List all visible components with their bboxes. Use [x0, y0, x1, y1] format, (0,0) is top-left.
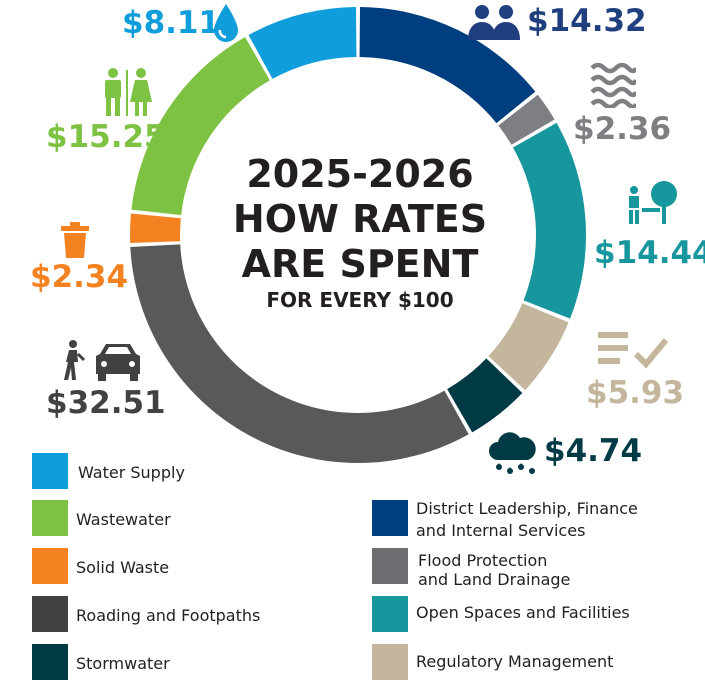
water-drop-icon — [214, 4, 238, 42]
donut-slice-regulatory-management — [488, 303, 569, 391]
legend-swatch — [32, 453, 68, 489]
donut-slice-flood-protection-and-land-drainage — [498, 94, 555, 145]
legend-swatch — [32, 596, 68, 632]
value-label-stormwater: $4.74 — [544, 433, 643, 469]
value-label-open-spaces: $14.44 — [594, 235, 705, 271]
legend-label: Regulatory Management — [416, 652, 614, 671]
value-label-regulatory: $5.93 — [586, 375, 685, 411]
donut-slice-open-spaces-and-facilities — [512, 122, 587, 319]
legend-label: Flood Protection — [418, 551, 548, 570]
legend-item-open-spaces: Open Spaces and Facilities — [372, 596, 702, 632]
bin-icon — [61, 222, 89, 258]
donut-slice-district-leadership-finance-and-internal-services — [359, 7, 536, 124]
legend-swatch — [372, 596, 408, 632]
legend-item-district-leadership: District Leadership, Finance and Interna… — [372, 499, 702, 540]
legend-swatch — [372, 548, 408, 584]
legend-item-stormwater: Stormwater — [32, 644, 292, 680]
donut-slice-roading-and-footpaths — [130, 244, 469, 463]
value-label-wastewater: $15.25 — [46, 119, 166, 155]
legend-item-wastewater: Wastewater — [32, 500, 292, 536]
legend-item-solid-waste: Solid Waste — [32, 548, 292, 584]
legend-swatch — [32, 548, 68, 584]
legend-label: Solid Waste — [76, 558, 170, 577]
park-icon — [629, 181, 677, 224]
title-line-year: 2025-2026 — [246, 152, 474, 196]
legend-item-flood-protection: Flood Protection and Land Drainage — [372, 548, 702, 589]
checklist-icon — [598, 332, 669, 369]
rain-cloud-icon — [489, 432, 536, 474]
legend-label: Water Supply — [78, 463, 185, 482]
legend-swatch — [372, 644, 408, 680]
toilet-icon — [105, 68, 152, 116]
value-label-district-leadership: $14.32 — [527, 3, 647, 39]
value-label-solid-waste: $2.34 — [30, 259, 129, 295]
legend-label: District Leadership, Finance — [416, 499, 638, 518]
legend-label: Wastewater — [76, 510, 171, 529]
legend-label: Roading and Footpaths — [76, 606, 261, 625]
legend-item-roading: Roading and Footpaths — [32, 596, 292, 632]
donut-slice-stormwater — [447, 358, 523, 433]
pedestrian-car-icon — [64, 340, 140, 381]
legend-swatch — [32, 644, 68, 680]
value-label-water-supply: $8.11 — [122, 5, 221, 41]
legend-swatch — [372, 500, 408, 536]
legend-label: and Land Drainage — [418, 570, 571, 589]
donut-slice-wastewater — [131, 36, 270, 216]
legend-label: Stormwater — [76, 654, 170, 673]
waves-icon — [590, 62, 636, 108]
title-line-are-spent: ARE SPENT — [241, 242, 479, 286]
legend-item-water-supply: Water Supply — [32, 453, 292, 489]
title-line-how-rates: HOW RATES — [232, 197, 488, 241]
legend-swatch — [32, 500, 68, 536]
donut-slice-solid-waste — [130, 213, 181, 244]
legend-item-regulatory: Regulatory Management — [372, 644, 702, 680]
people-icon — [468, 5, 520, 40]
legend-label: and Internal Services — [416, 521, 586, 540]
donut-slice-water-supply — [248, 7, 357, 79]
value-label-roading: $32.51 — [46, 385, 166, 421]
value-label-flood-protection: $2.36 — [573, 111, 672, 147]
legend-label: Open Spaces and Facilities — [416, 603, 630, 622]
title-line-for-every: FOR EVERY $100 — [266, 288, 454, 312]
